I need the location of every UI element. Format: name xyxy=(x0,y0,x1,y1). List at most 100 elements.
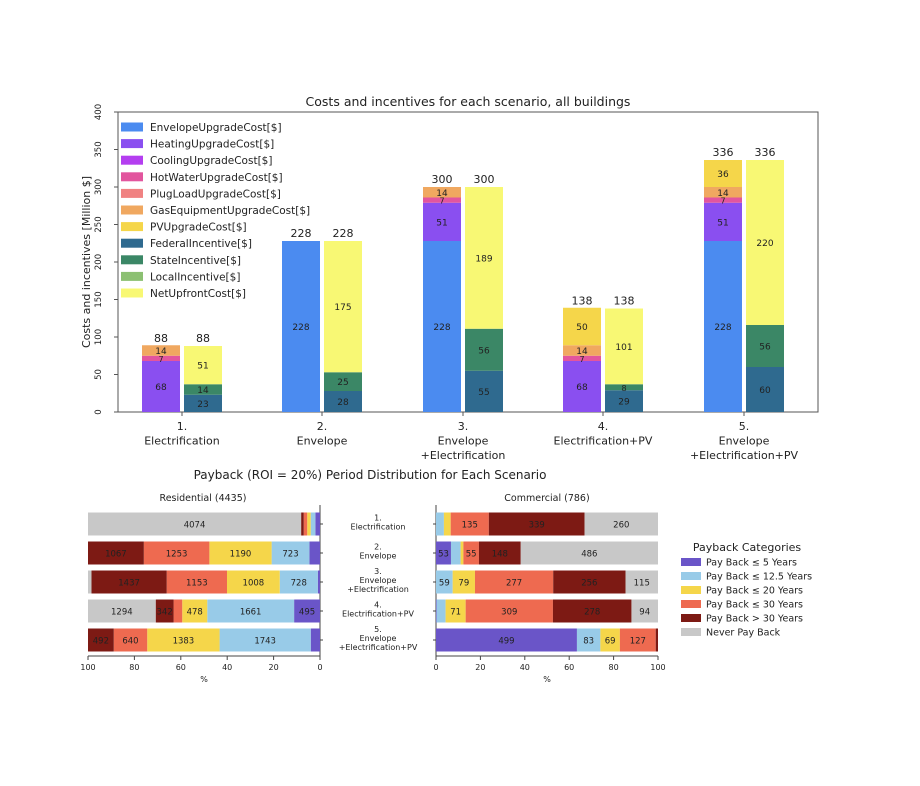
data-label: 50 xyxy=(576,323,588,333)
payback-data-label: 69 xyxy=(605,637,616,647)
payback-bar-segment xyxy=(88,541,144,565)
payback-bar-segment xyxy=(655,628,658,652)
total-label: 88 xyxy=(196,332,210,345)
payback-bar-segment xyxy=(600,628,620,652)
payback-bar-segment xyxy=(619,628,656,652)
bar-segment-envelopeupgradecost xyxy=(282,241,320,412)
legend-label: PlugLoadUpgradeCost[$] xyxy=(150,188,281,200)
legend-label: LocalIncentive[$] xyxy=(150,271,240,283)
data-label: 7 xyxy=(579,355,584,364)
payback-bar-segment xyxy=(584,512,658,536)
payback-bar-segment xyxy=(303,512,308,536)
total-label: 228 xyxy=(333,227,354,240)
payback-bar-segment xyxy=(301,512,304,536)
bar-segment-heatingupgradecost xyxy=(563,361,601,412)
legend-swatch xyxy=(681,600,701,608)
y-tick-label: 150 xyxy=(94,291,104,307)
payback-data-label: 277 xyxy=(506,579,522,589)
payback-data-label: 83 xyxy=(583,637,594,647)
payback-data-label: 478 xyxy=(187,608,203,618)
bar-segment-federalincentive xyxy=(605,390,643,412)
x-tick-label: 100 xyxy=(650,663,665,672)
total-label: 300 xyxy=(432,173,453,186)
bar-segment-pvupgradecost xyxy=(704,160,742,187)
payback-bar-segment xyxy=(474,570,554,594)
bar-segment-federalincentive xyxy=(746,367,784,412)
x-tick-label: 2. Envelope xyxy=(297,420,348,448)
payback-data-label: 59 xyxy=(439,579,450,589)
payback-data-label: 309 xyxy=(501,608,517,618)
payback-bar-segment xyxy=(219,628,311,652)
legend-swatch xyxy=(121,222,143,232)
bar-segment-federalincentive xyxy=(184,394,222,412)
payback-bar-segment xyxy=(488,512,585,536)
bar-segment-gasequipmentupgradecost xyxy=(704,187,742,198)
data-label: 28 xyxy=(337,398,349,408)
bar-segment-netupfrontcost xyxy=(184,346,222,385)
legend-swatch xyxy=(121,122,143,132)
payback-bar-segment xyxy=(173,599,183,623)
payback-data-label: 4074 xyxy=(184,521,206,531)
bar-segment-heatingupgradecost xyxy=(142,361,180,412)
payback-bar-segment xyxy=(279,570,318,594)
payback-bar-segment xyxy=(436,628,577,652)
payback-data-label: 728 xyxy=(291,579,307,589)
payback-data-label: 135 xyxy=(462,521,478,531)
data-label: 14 xyxy=(576,347,588,357)
x-tick-label: 40 xyxy=(520,663,530,672)
payback-bar-segment xyxy=(91,570,167,594)
legend-swatch xyxy=(681,628,701,636)
legend-label: Pay Back ≤ 30 Years xyxy=(706,600,803,611)
payback-data-label: 640 xyxy=(122,637,138,647)
bar-segment-federalincentive xyxy=(324,391,362,412)
bar-segment-envelopeupgradecost xyxy=(423,241,461,412)
payback-data-label: 1437 xyxy=(118,579,140,589)
payback-bar-segment xyxy=(478,541,521,565)
legend-label: Never Pay Back xyxy=(706,628,781,639)
payback-bar-segment xyxy=(460,541,464,565)
payback-data-label: 723 xyxy=(282,550,298,560)
data-label: 51 xyxy=(717,218,728,228)
payback-data-label: 148 xyxy=(492,550,508,560)
bar-segment-federalincentive xyxy=(465,370,503,412)
payback-data-label: 1190 xyxy=(230,550,252,560)
x-axis-label: % xyxy=(200,675,208,684)
payback-bar-segment xyxy=(552,599,632,623)
data-label: 55 xyxy=(478,388,489,398)
payback-bar-segment xyxy=(294,599,320,623)
data-label: 56 xyxy=(478,346,490,356)
payback-bar-segment xyxy=(553,570,626,594)
scenario-label: 4. Electrification+PV xyxy=(342,601,414,619)
payback-bar-segment xyxy=(88,599,156,623)
total-label: 336 xyxy=(713,146,734,159)
x-tick-label: 80 xyxy=(129,663,139,672)
payback-bar-segment xyxy=(226,570,280,594)
x-tick-label: 1. Electrification xyxy=(144,420,220,448)
y-axis-label: Costs and incentives [Million $] xyxy=(80,176,93,348)
total-label: 138 xyxy=(572,295,593,308)
data-label: 7 xyxy=(158,355,163,364)
data-label: 7 xyxy=(720,197,725,206)
data-label: 8 xyxy=(621,384,626,393)
bar-segment-heatingupgradecost xyxy=(423,202,461,241)
payback-data-label: 1743 xyxy=(254,637,276,647)
data-label: 29 xyxy=(618,398,630,408)
legend-swatch xyxy=(121,271,143,281)
payback-bar-segment xyxy=(436,512,444,536)
bar-segment-hotwaterupgradecost xyxy=(423,197,461,203)
payback-bar-segment xyxy=(155,599,174,623)
data-label: 228 xyxy=(433,323,450,333)
x-tick-label: 20 xyxy=(269,663,279,672)
payback-bar-segment xyxy=(317,570,320,594)
data-label: 14 xyxy=(436,189,448,199)
data-label: 228 xyxy=(714,323,731,333)
payback-bar-segment xyxy=(88,628,114,652)
legend-swatch xyxy=(121,139,143,149)
data-label: 36 xyxy=(717,170,729,180)
payback-bar-segment xyxy=(315,512,320,536)
x-axis-label: % xyxy=(543,675,551,684)
payback-bar-segment xyxy=(436,599,437,623)
legend-swatch xyxy=(121,188,143,198)
data-label: 228 xyxy=(292,323,309,333)
